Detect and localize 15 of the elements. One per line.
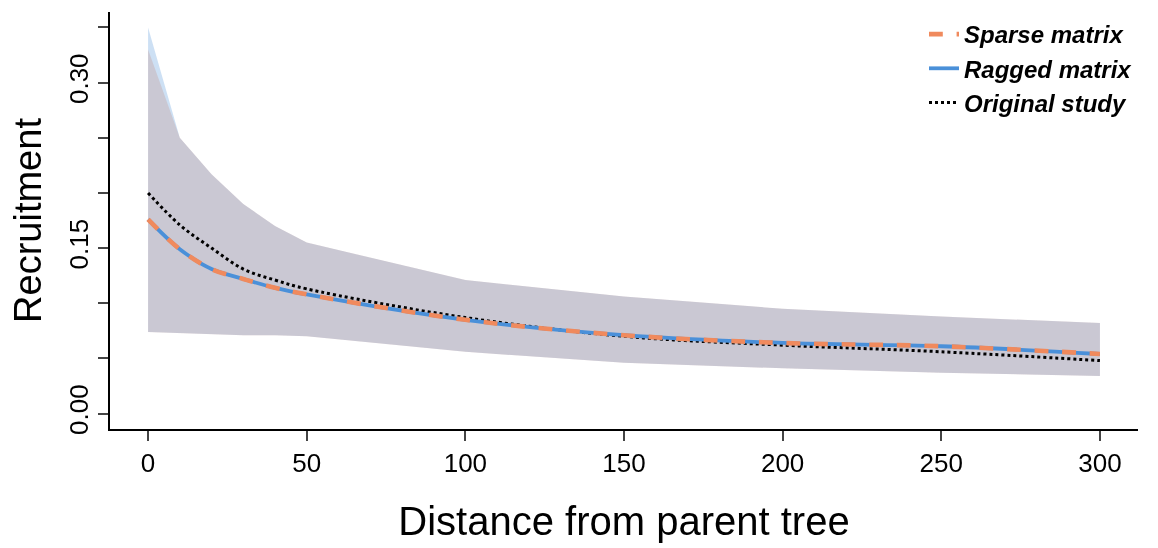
x-tick-label: 150	[602, 448, 646, 479]
x-tick-label: 0	[140, 448, 156, 479]
legend-label: Sparse matrix	[964, 21, 1125, 49]
x-tick-label: 50	[292, 448, 322, 479]
x-tick-label: 100	[443, 448, 488, 479]
x-tick-label: 200	[760, 448, 805, 479]
legend-label: Original study	[964, 89, 1128, 117]
y-axis-title: Recruitment	[7, 117, 50, 323]
x-tick-label: 250	[919, 448, 963, 479]
x-axis-title: Distance from parent tree	[398, 499, 850, 544]
y-tick-label: 0.15	[63, 218, 94, 270]
y-tick-label: 0.30	[63, 53, 94, 104]
x-tick-label: 300	[1078, 448, 1122, 479]
legend-label: Ragged matrix	[964, 55, 1133, 83]
y-tick-label: 0.00	[63, 384, 94, 435]
